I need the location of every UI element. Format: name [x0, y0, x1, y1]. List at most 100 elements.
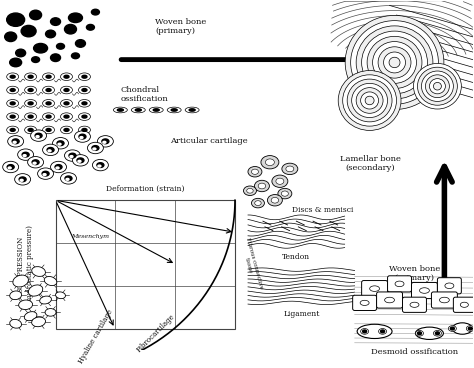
Ellipse shape [61, 86, 73, 94]
Ellipse shape [51, 18, 61, 25]
Ellipse shape [31, 130, 46, 141]
Ellipse shape [433, 82, 441, 90]
Ellipse shape [113, 107, 128, 113]
Ellipse shape [149, 107, 163, 113]
Ellipse shape [40, 296, 52, 304]
Ellipse shape [103, 141, 106, 143]
Ellipse shape [5, 32, 17, 42]
Ellipse shape [58, 143, 61, 145]
Ellipse shape [64, 128, 69, 131]
Ellipse shape [51, 161, 66, 173]
Ellipse shape [46, 89, 51, 91]
Ellipse shape [56, 43, 64, 49]
Ellipse shape [65, 176, 72, 181]
Ellipse shape [79, 99, 91, 107]
Text: Lamellar bone
(secondary): Lamellar bone (secondary) [340, 155, 401, 172]
Ellipse shape [79, 73, 91, 81]
Ellipse shape [78, 160, 81, 162]
Ellipse shape [43, 174, 46, 176]
Ellipse shape [352, 84, 388, 117]
Ellipse shape [61, 113, 73, 120]
Ellipse shape [362, 31, 428, 94]
Ellipse shape [8, 136, 24, 147]
Ellipse shape [384, 297, 394, 303]
Ellipse shape [10, 115, 15, 118]
Ellipse shape [82, 128, 87, 131]
Ellipse shape [347, 79, 392, 122]
Ellipse shape [23, 155, 26, 156]
Ellipse shape [282, 163, 298, 174]
Ellipse shape [436, 332, 439, 335]
Ellipse shape [51, 54, 61, 61]
Ellipse shape [421, 71, 453, 102]
Ellipse shape [378, 47, 411, 78]
Text: Discs & menisci: Discs & menisci [292, 206, 353, 214]
Ellipse shape [28, 102, 33, 105]
Ellipse shape [7, 99, 18, 107]
Ellipse shape [61, 173, 76, 184]
Ellipse shape [97, 163, 104, 167]
Ellipse shape [3, 161, 18, 173]
Ellipse shape [64, 24, 76, 34]
Ellipse shape [43, 99, 55, 107]
Ellipse shape [98, 165, 101, 167]
Ellipse shape [410, 302, 419, 307]
Ellipse shape [82, 75, 87, 78]
Ellipse shape [93, 148, 96, 150]
Ellipse shape [265, 159, 274, 166]
Ellipse shape [43, 144, 58, 156]
Ellipse shape [102, 139, 109, 144]
Ellipse shape [10, 102, 15, 105]
Ellipse shape [32, 160, 39, 164]
Ellipse shape [248, 166, 262, 177]
Ellipse shape [189, 109, 195, 111]
Ellipse shape [91, 9, 100, 15]
Ellipse shape [20, 179, 23, 181]
Text: Desmoid ossification: Desmoid ossification [371, 347, 458, 355]
Ellipse shape [70, 156, 73, 158]
Ellipse shape [153, 109, 159, 111]
Ellipse shape [429, 79, 446, 94]
Ellipse shape [21, 25, 36, 37]
Ellipse shape [255, 180, 269, 192]
Ellipse shape [82, 102, 87, 105]
Ellipse shape [7, 86, 18, 94]
Ellipse shape [86, 24, 94, 30]
Ellipse shape [80, 137, 83, 138]
Ellipse shape [7, 164, 14, 169]
Ellipse shape [351, 21, 438, 104]
Ellipse shape [12, 139, 19, 144]
Ellipse shape [75, 40, 85, 47]
Ellipse shape [25, 113, 36, 120]
Text: Hyaline cartilage: Hyaline cartilage [77, 308, 115, 365]
Ellipse shape [278, 188, 292, 199]
Ellipse shape [34, 43, 47, 53]
FancyBboxPatch shape [402, 297, 427, 312]
Ellipse shape [46, 102, 51, 105]
Ellipse shape [361, 92, 379, 109]
Ellipse shape [10, 319, 21, 328]
Ellipse shape [43, 113, 55, 120]
Ellipse shape [252, 169, 258, 174]
Ellipse shape [69, 13, 82, 22]
Ellipse shape [55, 292, 65, 299]
Ellipse shape [43, 126, 55, 134]
Ellipse shape [389, 57, 400, 68]
Ellipse shape [25, 99, 36, 107]
Ellipse shape [74, 131, 91, 142]
Ellipse shape [258, 183, 265, 189]
Ellipse shape [46, 75, 51, 78]
Ellipse shape [25, 73, 36, 81]
Ellipse shape [77, 158, 84, 163]
Ellipse shape [61, 126, 73, 134]
Text: Articular cartilage: Articular cartilage [170, 137, 248, 145]
FancyBboxPatch shape [431, 292, 457, 308]
Ellipse shape [261, 156, 279, 169]
Ellipse shape [72, 53, 80, 59]
Ellipse shape [370, 286, 380, 291]
Ellipse shape [185, 107, 199, 113]
Ellipse shape [79, 113, 91, 120]
FancyBboxPatch shape [362, 280, 388, 297]
Ellipse shape [69, 153, 76, 158]
Ellipse shape [25, 86, 36, 94]
